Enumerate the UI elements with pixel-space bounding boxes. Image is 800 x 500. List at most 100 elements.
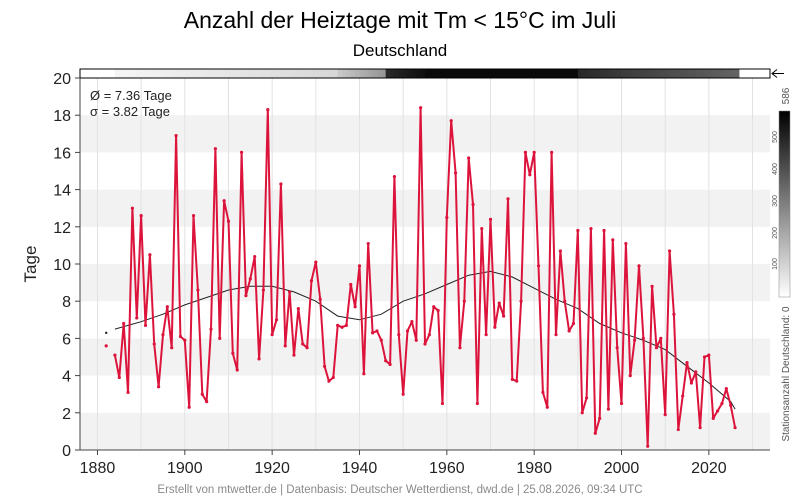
series-point [388,362,392,367]
series-point [401,392,405,396]
series-point [615,346,619,350]
series-point [484,333,488,337]
series-point [104,344,108,348]
station-bar-segment [534,69,540,78]
station-bar-segment [599,69,605,78]
station-bar-segment [673,69,679,78]
station-bar-segment [713,69,719,78]
station-bar-segment [560,69,566,78]
series-point [427,333,431,337]
series-point [113,353,117,357]
station-bar-segment [154,69,160,78]
series-point [226,219,231,223]
series-point [296,307,300,311]
series-point [353,305,357,309]
background-band [80,115,770,153]
series-point [584,396,589,400]
station-bar-segment [481,69,487,78]
series-point [122,321,126,326]
series-point [440,401,445,406]
series-point [506,197,510,201]
series-point [715,409,720,413]
y-tick-label: 20 [53,71,71,88]
station-bar-segment [512,69,518,78]
station-bar-segment [455,69,461,78]
station-bar-segment [359,69,365,78]
y-tick-label: 2 [62,406,71,423]
series-point [510,377,514,381]
station-bar-segment [167,69,173,78]
station-bar-segment [503,69,509,78]
series-point [157,385,161,389]
station-bar-segment [743,69,749,78]
series-point [410,320,414,324]
station-bar-segment [119,69,125,78]
series-point [270,333,274,337]
station-bar-segment [634,69,640,78]
series-point [602,228,606,233]
series-point [327,379,331,383]
station-bar-segment [621,69,627,78]
station-bar-segment [376,69,382,78]
series-point [379,338,383,342]
series-point [183,338,187,342]
station-bar-segment [582,69,588,78]
station-bar-segment [411,69,417,78]
station-bar-segment [250,69,256,78]
station-bar-segment [394,69,400,78]
station-bar-segment [691,69,697,78]
series-point [576,228,580,233]
station-count-bar [80,69,771,78]
station-bar-segment [293,69,299,78]
station-bar-segment [739,69,745,78]
series-point [729,403,733,407]
station-bar-segment [93,69,98,78]
series-point [436,308,440,313]
series-point [239,150,244,154]
y-axis-label: Tage [21,246,40,283]
series-point [545,405,549,409]
series-point [720,401,724,406]
station-bar-segment [245,69,251,78]
station-bar-segment [507,69,513,78]
station-bar-segment [735,69,740,78]
colorbar-caption: Stationsanzahl Deutschland: 0 [781,306,792,442]
station-bar-segment [184,69,190,78]
background-band [80,412,770,450]
series-point [370,331,375,335]
station-bar-segment [433,69,439,78]
series-point [414,338,418,342]
series-point [554,333,558,337]
station-bar-segment [193,69,199,78]
series-point [130,206,135,210]
station-bar-segment [385,69,391,78]
station-bar-segment [464,69,470,78]
station-bar-segment [315,69,321,78]
series-point [357,264,362,268]
background-bands [80,115,770,450]
station-bar-segment [311,69,317,78]
station-bar-segment [145,69,151,78]
series-point [598,416,602,420]
station-bar-segment [425,69,430,78]
station-bar-segment [442,69,448,78]
station-bar-segment [403,69,409,78]
station-bar-segment [477,69,483,78]
station-bar-segment [748,69,754,78]
trend-line [114,270,736,410]
station-bar-segment [564,69,570,78]
series-point [235,368,239,372]
station-bar-segment [219,69,225,78]
station-bar-segment [132,69,138,78]
series-point [563,299,567,303]
series-point [213,147,217,151]
series-point [384,359,388,363]
series-point [637,264,641,268]
series-points [104,106,737,448]
series-point [475,401,480,406]
station-bar-segment [254,69,260,78]
series-point [301,342,305,346]
series-point [681,394,685,398]
series-point [143,323,148,327]
station-bar-segment [726,69,732,78]
